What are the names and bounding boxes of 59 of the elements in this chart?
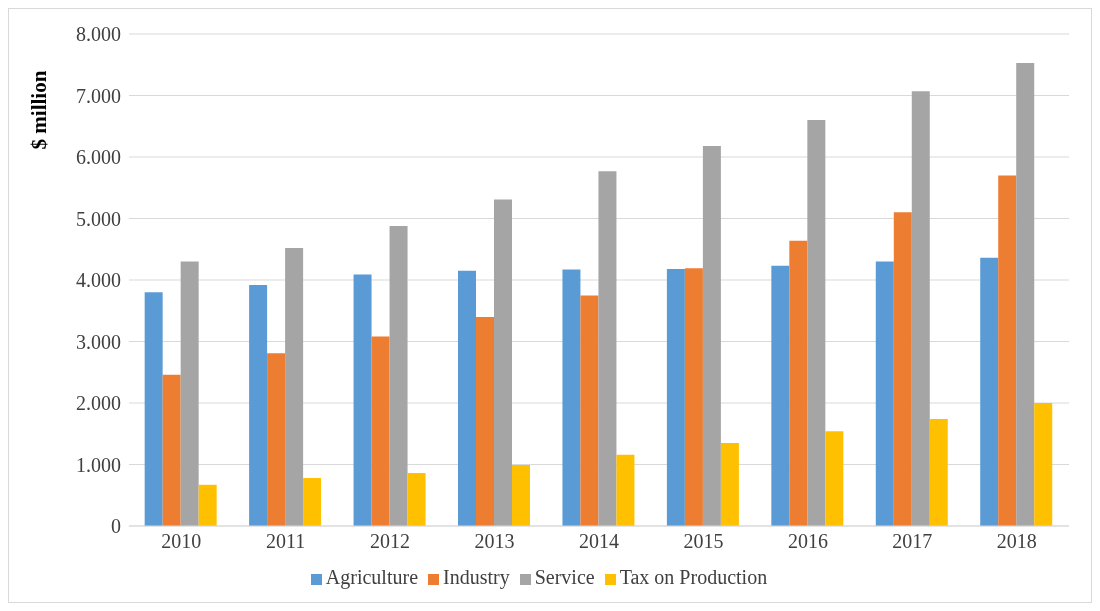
legend-label: Tax on Production: [619, 566, 768, 588]
legend-label: Agriculture: [325, 566, 419, 588]
bar: [162, 374, 181, 526]
legend-label: Service: [534, 566, 595, 588]
bar: [1016, 62, 1035, 526]
x-tick-label: 2016: [787, 530, 828, 553]
y-tick-label: 1.000: [76, 453, 121, 476]
bar: [998, 175, 1017, 526]
bar: [598, 171, 617, 526]
bar: [807, 120, 826, 526]
bar: [407, 473, 426, 526]
legend-label: Industry: [443, 566, 510, 588]
y-tick-label: 4.000: [76, 269, 121, 292]
y-tick-label: 0: [111, 515, 121, 538]
bar: [180, 261, 199, 526]
bar: [789, 240, 808, 526]
bar: [702, 145, 721, 526]
x-tick-label: 2013: [474, 530, 515, 553]
y-tick-label: 7.000: [76, 84, 121, 107]
bar: [285, 248, 304, 526]
bar: [249, 284, 268, 526]
bar: [980, 257, 999, 526]
bar: [616, 454, 635, 526]
bar: [476, 316, 494, 526]
bar: [875, 261, 894, 526]
bar: [198, 484, 217, 526]
x-tick-label: 2015: [683, 530, 724, 553]
bar: [458, 270, 476, 526]
bar: [771, 265, 790, 526]
y-tick-label: 6.000: [76, 146, 121, 169]
bar: [144, 292, 163, 526]
x-tick-label: 2010: [161, 530, 202, 553]
bar: [562, 269, 581, 526]
x-tick-label: 2014: [579, 530, 619, 553]
y-tick-label: 8.000: [76, 23, 121, 46]
bar: [353, 274, 372, 526]
x-tick-label: 2018: [996, 530, 1037, 553]
y-axis-title: $ million: [27, 70, 52, 150]
bar: [371, 336, 390, 526]
bar: [825, 431, 844, 526]
bar: [666, 268, 685, 526]
x-tick-label: 2011: [266, 530, 306, 553]
bar: [720, 442, 739, 526]
x-tick-label: 2012: [370, 530, 411, 553]
bar: [494, 199, 512, 526]
bar: [929, 418, 948, 526]
bar: [267, 353, 286, 526]
bar: [580, 295, 599, 526]
bar: [684, 268, 703, 526]
bar: [911, 91, 930, 526]
bar: [389, 225, 408, 526]
y-tick-label: 5.000: [76, 207, 121, 230]
bar: [512, 465, 530, 526]
bar: [1034, 403, 1053, 526]
bar: [303, 478, 322, 526]
y-tick-label: 2.000: [76, 392, 121, 415]
bar: [893, 212, 912, 526]
x-tick-label: 2017: [892, 530, 933, 553]
y-tick-label: 3.000: [76, 330, 121, 353]
